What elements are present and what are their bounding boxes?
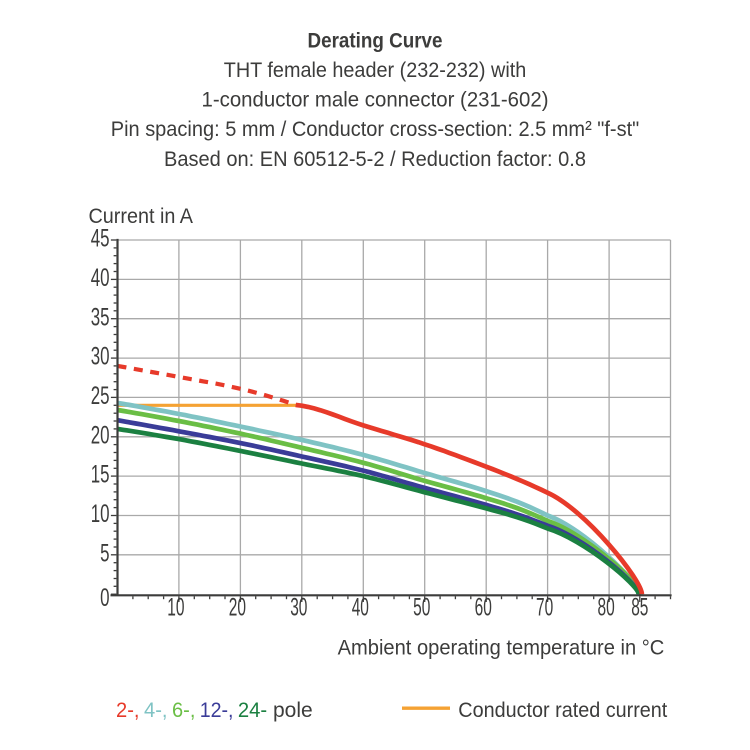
svg-text:60: 60 <box>475 593 492 621</box>
svg-text:10: 10 <box>167 593 184 621</box>
svg-text:Derating Curve: Derating Curve <box>308 29 443 53</box>
svg-text:80: 80 <box>598 593 615 621</box>
svg-text:pole: pole <box>273 698 313 722</box>
svg-text:1-conductor male connector (23: 1-conductor male connector (231-602) <box>202 88 549 112</box>
svg-text:30: 30 <box>290 593 307 621</box>
svg-text:10: 10 <box>91 500 110 528</box>
svg-text:40: 40 <box>352 593 369 621</box>
svg-text:Pin spacing: 5 mm / Conductor: Pin spacing: 5 mm / Conductor cross-sect… <box>111 117 640 141</box>
svg-text:40: 40 <box>91 264 110 292</box>
svg-text:4-,: 4-, <box>144 698 168 722</box>
svg-text:20: 20 <box>91 421 110 449</box>
svg-text:Based on: EN 60512-5-2 / Reduc: Based on: EN 60512-5-2 / Reduction facto… <box>164 147 586 171</box>
svg-text:25: 25 <box>91 382 110 410</box>
svg-text:85: 85 <box>631 593 648 621</box>
svg-text:6-,: 6-, <box>172 698 195 722</box>
svg-text:Ambient operating temperature: Ambient operating temperature in °C <box>338 636 665 660</box>
svg-text:35: 35 <box>91 303 110 331</box>
svg-text:45: 45 <box>91 225 110 253</box>
svg-text:50: 50 <box>413 593 430 621</box>
svg-text:12-,: 12-, <box>200 698 234 722</box>
svg-text:5: 5 <box>100 539 109 567</box>
svg-text:30: 30 <box>91 343 110 371</box>
svg-text:24-: 24- <box>238 698 267 722</box>
svg-text:0: 0 <box>100 584 109 612</box>
svg-text:20: 20 <box>229 593 246 621</box>
svg-text:THT female header (232-232) wi: THT female header (232-232) with <box>224 58 527 82</box>
svg-text:70: 70 <box>536 593 553 621</box>
svg-text:Conductor rated current: Conductor rated current <box>458 698 667 722</box>
svg-text:Current in A: Current in A <box>89 204 194 228</box>
svg-text:2-,: 2-, <box>116 698 140 722</box>
svg-text:15: 15 <box>91 461 110 489</box>
